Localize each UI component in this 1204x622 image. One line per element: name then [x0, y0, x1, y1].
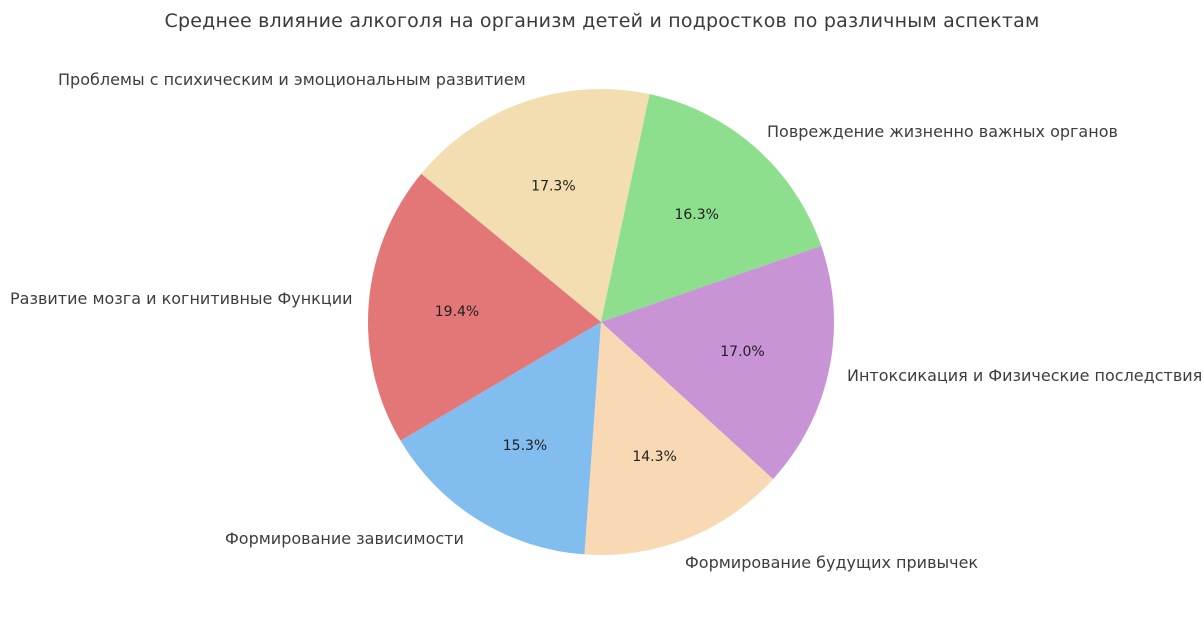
slice-outer-label-0: Проблемы с психическим и эмоциональным р…	[58, 70, 526, 89]
slice-pct-label-5: 19.4%	[435, 304, 479, 320]
pie-slice-3	[584, 322, 774, 555]
pie-slice-2	[601, 245, 834, 480]
slice-outer-label-2: Интоксикация и Физические последствия	[847, 366, 1202, 385]
slice-outer-label-3: Формирование будущих привычек	[685, 553, 978, 572]
pie-slice-0	[421, 89, 650, 322]
slice-pct-label-3: 14.3%	[632, 449, 676, 465]
pie-slice-1	[601, 94, 822, 323]
pie-slice-4	[400, 322, 601, 555]
slice-outer-label-4: Формирование зависимости	[225, 529, 464, 548]
slice-pct-label-1: 16.3%	[674, 207, 718, 223]
chart-title: Среднее влияние алкоголя на организм дет…	[164, 10, 1040, 32]
slice-pct-label-4: 15.3%	[503, 438, 547, 454]
slice-pct-label-0: 17.3%	[531, 179, 575, 195]
slice-outer-label-5: Развитие мозга и когнитивные Функции	[10, 289, 353, 308]
pie-slice-5	[367, 173, 601, 441]
slice-outer-label-1: Повреждение жизненно важных органов	[767, 122, 1118, 141]
slice-pct-label-2: 17.0%	[720, 344, 764, 360]
